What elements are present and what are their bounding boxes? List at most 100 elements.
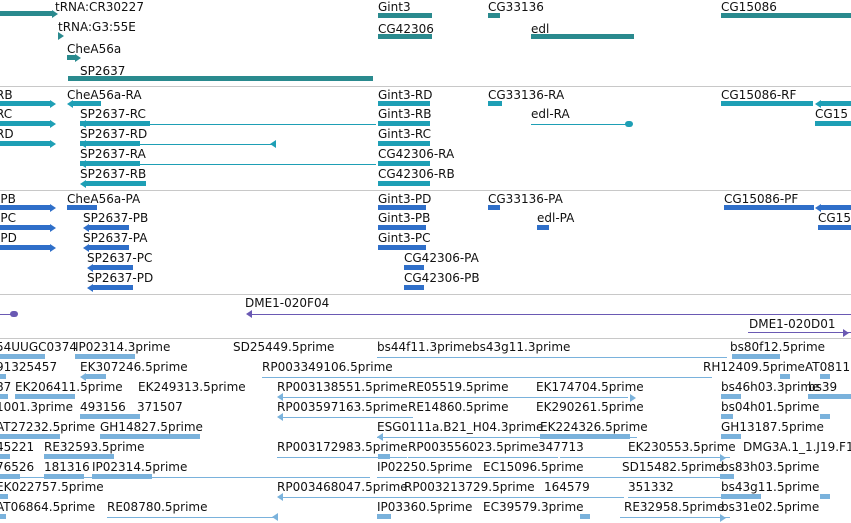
feature-glyph[interactable] <box>721 434 741 439</box>
feature-label[interactable]: bs43g11.5prime <box>721 480 820 494</box>
feature-connector[interactable] <box>628 497 728 498</box>
feature-glyph[interactable] <box>80 414 140 419</box>
feature-label[interactable]: edl <box>531 22 550 36</box>
feature-end-icon[interactable] <box>625 121 633 127</box>
feature-glyph[interactable] <box>488 205 500 210</box>
feature-label[interactable]: 45221 <box>0 440 35 454</box>
feature-label[interactable]: RH12409.5prime <box>703 360 805 374</box>
feature-glyph[interactable] <box>404 265 424 270</box>
feature-label[interactable]: CG15086 <box>721 0 777 14</box>
feature-label[interactable]: RE05519.5prime <box>408 380 509 394</box>
feature-label[interactable]: EK249313.5prime <box>138 380 246 394</box>
feature-label[interactable]: RE32958.5prime <box>624 500 725 514</box>
feature-glyph[interactable] <box>93 285 133 290</box>
feature-label[interactable]: edl-PA <box>537 211 575 225</box>
feature-connector[interactable] <box>252 314 851 315</box>
feature-label[interactable]: AT0811 <box>805 360 851 374</box>
feature-glyph[interactable] <box>80 161 140 166</box>
strand-arrow-left-icon[interactable] <box>377 433 383 441</box>
feature-label[interactable]: EK290261.5prime <box>536 400 644 414</box>
feature-connector[interactable] <box>377 437 637 438</box>
feature-glyph[interactable] <box>721 13 851 18</box>
strand-arrow-right-icon[interactable] <box>843 329 849 337</box>
feature-label[interactable]: DME1-020F04 <box>245 296 330 310</box>
feature-connector[interactable] <box>86 164 376 165</box>
feature-label[interactable]: CG42306-RB <box>378 167 455 181</box>
feature-label[interactable]: -PB <box>0 192 16 206</box>
feature-label[interactable]: RP003349106.5prime <box>262 360 393 374</box>
feature-label[interactable]: IP02314.5prime <box>92 460 188 474</box>
feature-glyph[interactable] <box>89 245 129 250</box>
feature-label[interactable]: bs39 <box>808 380 838 394</box>
feature-glyph[interactable] <box>0 434 60 439</box>
feature-label[interactable]: EK307246.5prime <box>80 360 188 374</box>
feature-label[interactable]: ESG0111a.B21_H04.3prime <box>377 420 544 434</box>
feature-glyph[interactable] <box>724 205 814 210</box>
feature-glyph[interactable] <box>808 394 851 399</box>
feature-glyph[interactable] <box>75 354 135 359</box>
feature-label[interactable]: bs43g11.3prime <box>472 340 571 354</box>
feature-glyph[interactable] <box>540 434 630 439</box>
feature-glyph[interactable] <box>820 374 830 379</box>
feature-label[interactable]: RP003138551.5prime <box>277 380 408 394</box>
feature-glyph[interactable] <box>0 494 8 499</box>
feature-connector[interactable] <box>283 417 413 418</box>
feature-label[interactable]: Gint3 <box>378 0 411 14</box>
feature-glyph[interactable] <box>818 225 851 230</box>
feature-label[interactable]: Gint3-RD <box>378 88 433 102</box>
feature-label[interactable]: SP2637-PB <box>83 211 149 225</box>
feature-label[interactable]: EK174704.5prime <box>536 380 644 394</box>
feature-label[interactable]: Gint3-PC <box>378 231 431 245</box>
feature-glyph[interactable] <box>720 474 734 479</box>
feature-glyph[interactable] <box>0 374 6 379</box>
feature-label[interactable]: RE08780.5prime <box>107 500 208 514</box>
strand-arrow-left-icon[interactable] <box>246 310 252 318</box>
feature-label[interactable]: 347713 <box>538 440 584 454</box>
feature-label[interactable]: CG42306 <box>378 22 434 36</box>
feature-label[interactable]: RP003556023.5prime <box>408 440 539 454</box>
feature-label[interactable]: RB <box>0 88 13 102</box>
strand-arrow-right-icon[interactable] <box>50 224 56 232</box>
feature-glyph[interactable] <box>815 121 851 126</box>
feature-glyph[interactable] <box>0 354 45 359</box>
strand-arrow-left-icon[interactable] <box>80 180 86 188</box>
feature-glyph[interactable] <box>0 245 50 250</box>
feature-connector[interactable] <box>531 124 631 125</box>
feature-label[interactable]: RD <box>0 127 14 141</box>
feature-glyph[interactable] <box>44 454 114 459</box>
feature-glyph[interactable] <box>378 205 426 210</box>
feature-label[interactable]: 371507 <box>137 400 183 414</box>
feature-glyph[interactable] <box>92 474 152 479</box>
feature-label[interactable]: RC <box>0 107 13 121</box>
feature-glyph[interactable] <box>537 225 549 230</box>
feature-end-icon[interactable] <box>10 311 18 317</box>
feature-label[interactable]: CheA56a-RA <box>67 88 142 102</box>
feature-label[interactable]: EC15096.5prime <box>483 460 584 474</box>
feature-connector[interactable] <box>377 477 637 478</box>
feature-label[interactable]: EC39579.3prime <box>483 500 584 514</box>
feature-label[interactable]: bs31e02.5prime <box>721 500 820 514</box>
feature-glyph[interactable] <box>531 34 634 39</box>
feature-glyph[interactable] <box>378 454 390 459</box>
feature-label[interactable]: SP2637-PC <box>87 251 153 265</box>
feature-label[interactable]: -PD <box>0 231 17 245</box>
feature-glyph[interactable] <box>73 101 101 106</box>
feature-connector[interactable] <box>560 457 730 458</box>
strand-arrow-left-icon[interactable] <box>277 393 283 401</box>
feature-label[interactable]: IP02314.3prime <box>75 340 171 354</box>
feature-glyph[interactable] <box>80 121 150 126</box>
feature-label[interactable]: 164579 <box>544 480 590 494</box>
feature-label[interactable]: IP02250.5prime <box>377 460 473 474</box>
feature-label[interactable]: SP2637-PD <box>87 271 154 285</box>
feature-label[interactable]: 87 <box>0 380 12 394</box>
feature-glyph[interactable] <box>378 161 430 166</box>
strand-arrow-right-icon[interactable] <box>50 204 56 212</box>
strand-arrow-right-icon[interactable] <box>50 244 56 252</box>
strand-arrow-right-icon[interactable] <box>720 454 726 462</box>
feature-glyph[interactable] <box>378 141 430 146</box>
feature-label[interactable]: 76526 <box>0 460 35 474</box>
feature-glyph[interactable] <box>821 101 851 106</box>
feature-glyph[interactable] <box>378 225 426 230</box>
feature-glyph[interactable] <box>378 13 432 18</box>
feature-label[interactable]: 181316 <box>44 460 90 474</box>
